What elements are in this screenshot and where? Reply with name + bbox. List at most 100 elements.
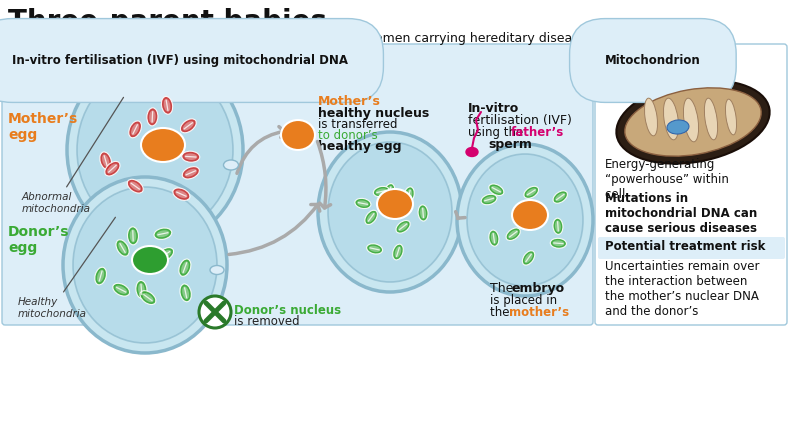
Text: Mutations in
mitochondrial DNA can
cause serious diseases: Mutations in mitochondrial DNA can cause… — [605, 192, 758, 235]
Text: In-vitro fertilisation (IVF) using mitochondrial DNA: In-vitro fertilisation (IVF) using mitoc… — [12, 54, 348, 67]
Ellipse shape — [141, 128, 185, 162]
FancyBboxPatch shape — [2, 44, 593, 325]
Ellipse shape — [377, 189, 413, 219]
Ellipse shape — [131, 123, 139, 135]
Ellipse shape — [524, 186, 539, 198]
Text: Energy-generating
“powerhouse” within
cell.: Energy-generating “powerhouse” within ce… — [605, 158, 729, 201]
Ellipse shape — [130, 181, 141, 191]
FancyBboxPatch shape — [598, 237, 785, 259]
Ellipse shape — [506, 228, 521, 240]
Ellipse shape — [179, 259, 191, 276]
Ellipse shape — [175, 190, 187, 198]
Ellipse shape — [489, 230, 499, 246]
Ellipse shape — [154, 228, 171, 240]
Ellipse shape — [491, 232, 497, 244]
Ellipse shape — [160, 250, 171, 259]
Ellipse shape — [466, 147, 478, 157]
Ellipse shape — [420, 207, 426, 219]
Text: In-vitro: In-vitro — [468, 102, 519, 115]
Ellipse shape — [67, 55, 243, 245]
Ellipse shape — [555, 221, 561, 232]
Text: Donor’s nucleus: Donor’s nucleus — [234, 304, 341, 317]
Ellipse shape — [616, 80, 769, 164]
Ellipse shape — [489, 184, 504, 196]
Ellipse shape — [173, 188, 190, 200]
Ellipse shape — [157, 248, 174, 261]
Ellipse shape — [142, 293, 153, 302]
Ellipse shape — [483, 197, 495, 203]
Ellipse shape — [393, 244, 403, 260]
Text: father’s: father’s — [511, 126, 564, 139]
Ellipse shape — [664, 98, 679, 140]
Ellipse shape — [481, 194, 497, 205]
Text: is placed in: is placed in — [490, 294, 557, 307]
Ellipse shape — [105, 161, 120, 176]
Ellipse shape — [318, 132, 462, 292]
Ellipse shape — [161, 96, 173, 114]
Text: Mitochondrion: Mitochondrion — [605, 54, 701, 67]
Ellipse shape — [491, 186, 502, 194]
Text: Mother’s
egg: Mother’s egg — [8, 112, 78, 142]
Ellipse shape — [508, 230, 518, 239]
Ellipse shape — [418, 205, 428, 221]
Ellipse shape — [182, 121, 194, 130]
Ellipse shape — [526, 188, 536, 197]
Ellipse shape — [115, 286, 127, 294]
Text: The: The — [490, 282, 517, 295]
Ellipse shape — [224, 160, 239, 170]
Text: is removed: is removed — [234, 315, 299, 328]
Ellipse shape — [73, 187, 217, 343]
Ellipse shape — [386, 186, 393, 197]
Ellipse shape — [156, 230, 169, 237]
Ellipse shape — [553, 218, 563, 234]
Ellipse shape — [100, 152, 111, 169]
Ellipse shape — [667, 120, 689, 134]
Ellipse shape — [185, 169, 197, 177]
Ellipse shape — [553, 191, 567, 203]
Ellipse shape — [116, 240, 129, 256]
Ellipse shape — [182, 286, 189, 299]
Text: the: the — [490, 306, 514, 319]
Ellipse shape — [132, 246, 168, 274]
Text: Mother’s: Mother’s — [318, 95, 381, 108]
Text: Donor’s
egg: Donor’s egg — [8, 225, 70, 255]
Ellipse shape — [683, 98, 698, 142]
Ellipse shape — [645, 98, 657, 136]
Ellipse shape — [369, 246, 380, 252]
Ellipse shape — [210, 265, 224, 274]
Text: fertilisation (IVF): fertilisation (IVF) — [468, 114, 572, 127]
Text: Healthy
mitochondria: Healthy mitochondria — [18, 217, 115, 319]
Ellipse shape — [357, 200, 369, 206]
Ellipse shape — [375, 188, 387, 195]
Text: is transferred: is transferred — [318, 118, 397, 131]
Ellipse shape — [406, 189, 412, 200]
Ellipse shape — [525, 253, 532, 263]
Ellipse shape — [107, 164, 118, 174]
Ellipse shape — [404, 187, 414, 203]
Ellipse shape — [467, 154, 583, 286]
Ellipse shape — [97, 270, 104, 283]
Text: healthy egg: healthy egg — [318, 140, 401, 153]
Ellipse shape — [457, 144, 593, 296]
Text: to donor’s: to donor’s — [318, 129, 378, 142]
Ellipse shape — [147, 108, 158, 126]
Ellipse shape — [149, 111, 156, 123]
Ellipse shape — [384, 184, 395, 200]
Ellipse shape — [180, 119, 196, 133]
Ellipse shape — [355, 198, 371, 209]
Ellipse shape — [95, 267, 107, 285]
Circle shape — [199, 296, 231, 328]
Ellipse shape — [182, 151, 200, 162]
Text: sperm: sperm — [488, 138, 532, 151]
Ellipse shape — [182, 167, 199, 179]
Ellipse shape — [555, 193, 566, 201]
Text: healthy nucleus: healthy nucleus — [318, 107, 429, 120]
Ellipse shape — [396, 221, 410, 233]
Ellipse shape — [102, 154, 109, 167]
Ellipse shape — [328, 142, 452, 282]
Ellipse shape — [113, 283, 130, 296]
Ellipse shape — [138, 283, 145, 296]
Ellipse shape — [164, 99, 171, 112]
Ellipse shape — [725, 99, 736, 135]
Text: embryo: embryo — [512, 282, 565, 295]
